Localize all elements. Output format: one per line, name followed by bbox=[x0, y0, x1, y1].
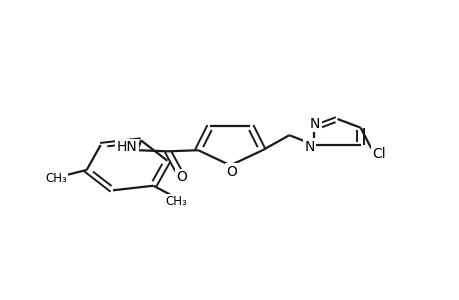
Text: Cl: Cl bbox=[371, 146, 385, 161]
Text: N: N bbox=[304, 140, 314, 154]
Text: O: O bbox=[226, 165, 237, 179]
Text: O: O bbox=[176, 170, 187, 184]
Text: CH₃: CH₃ bbox=[165, 195, 186, 208]
Text: HN: HN bbox=[116, 140, 137, 154]
Text: CH₃: CH₃ bbox=[45, 172, 67, 184]
Text: N: N bbox=[309, 116, 319, 130]
